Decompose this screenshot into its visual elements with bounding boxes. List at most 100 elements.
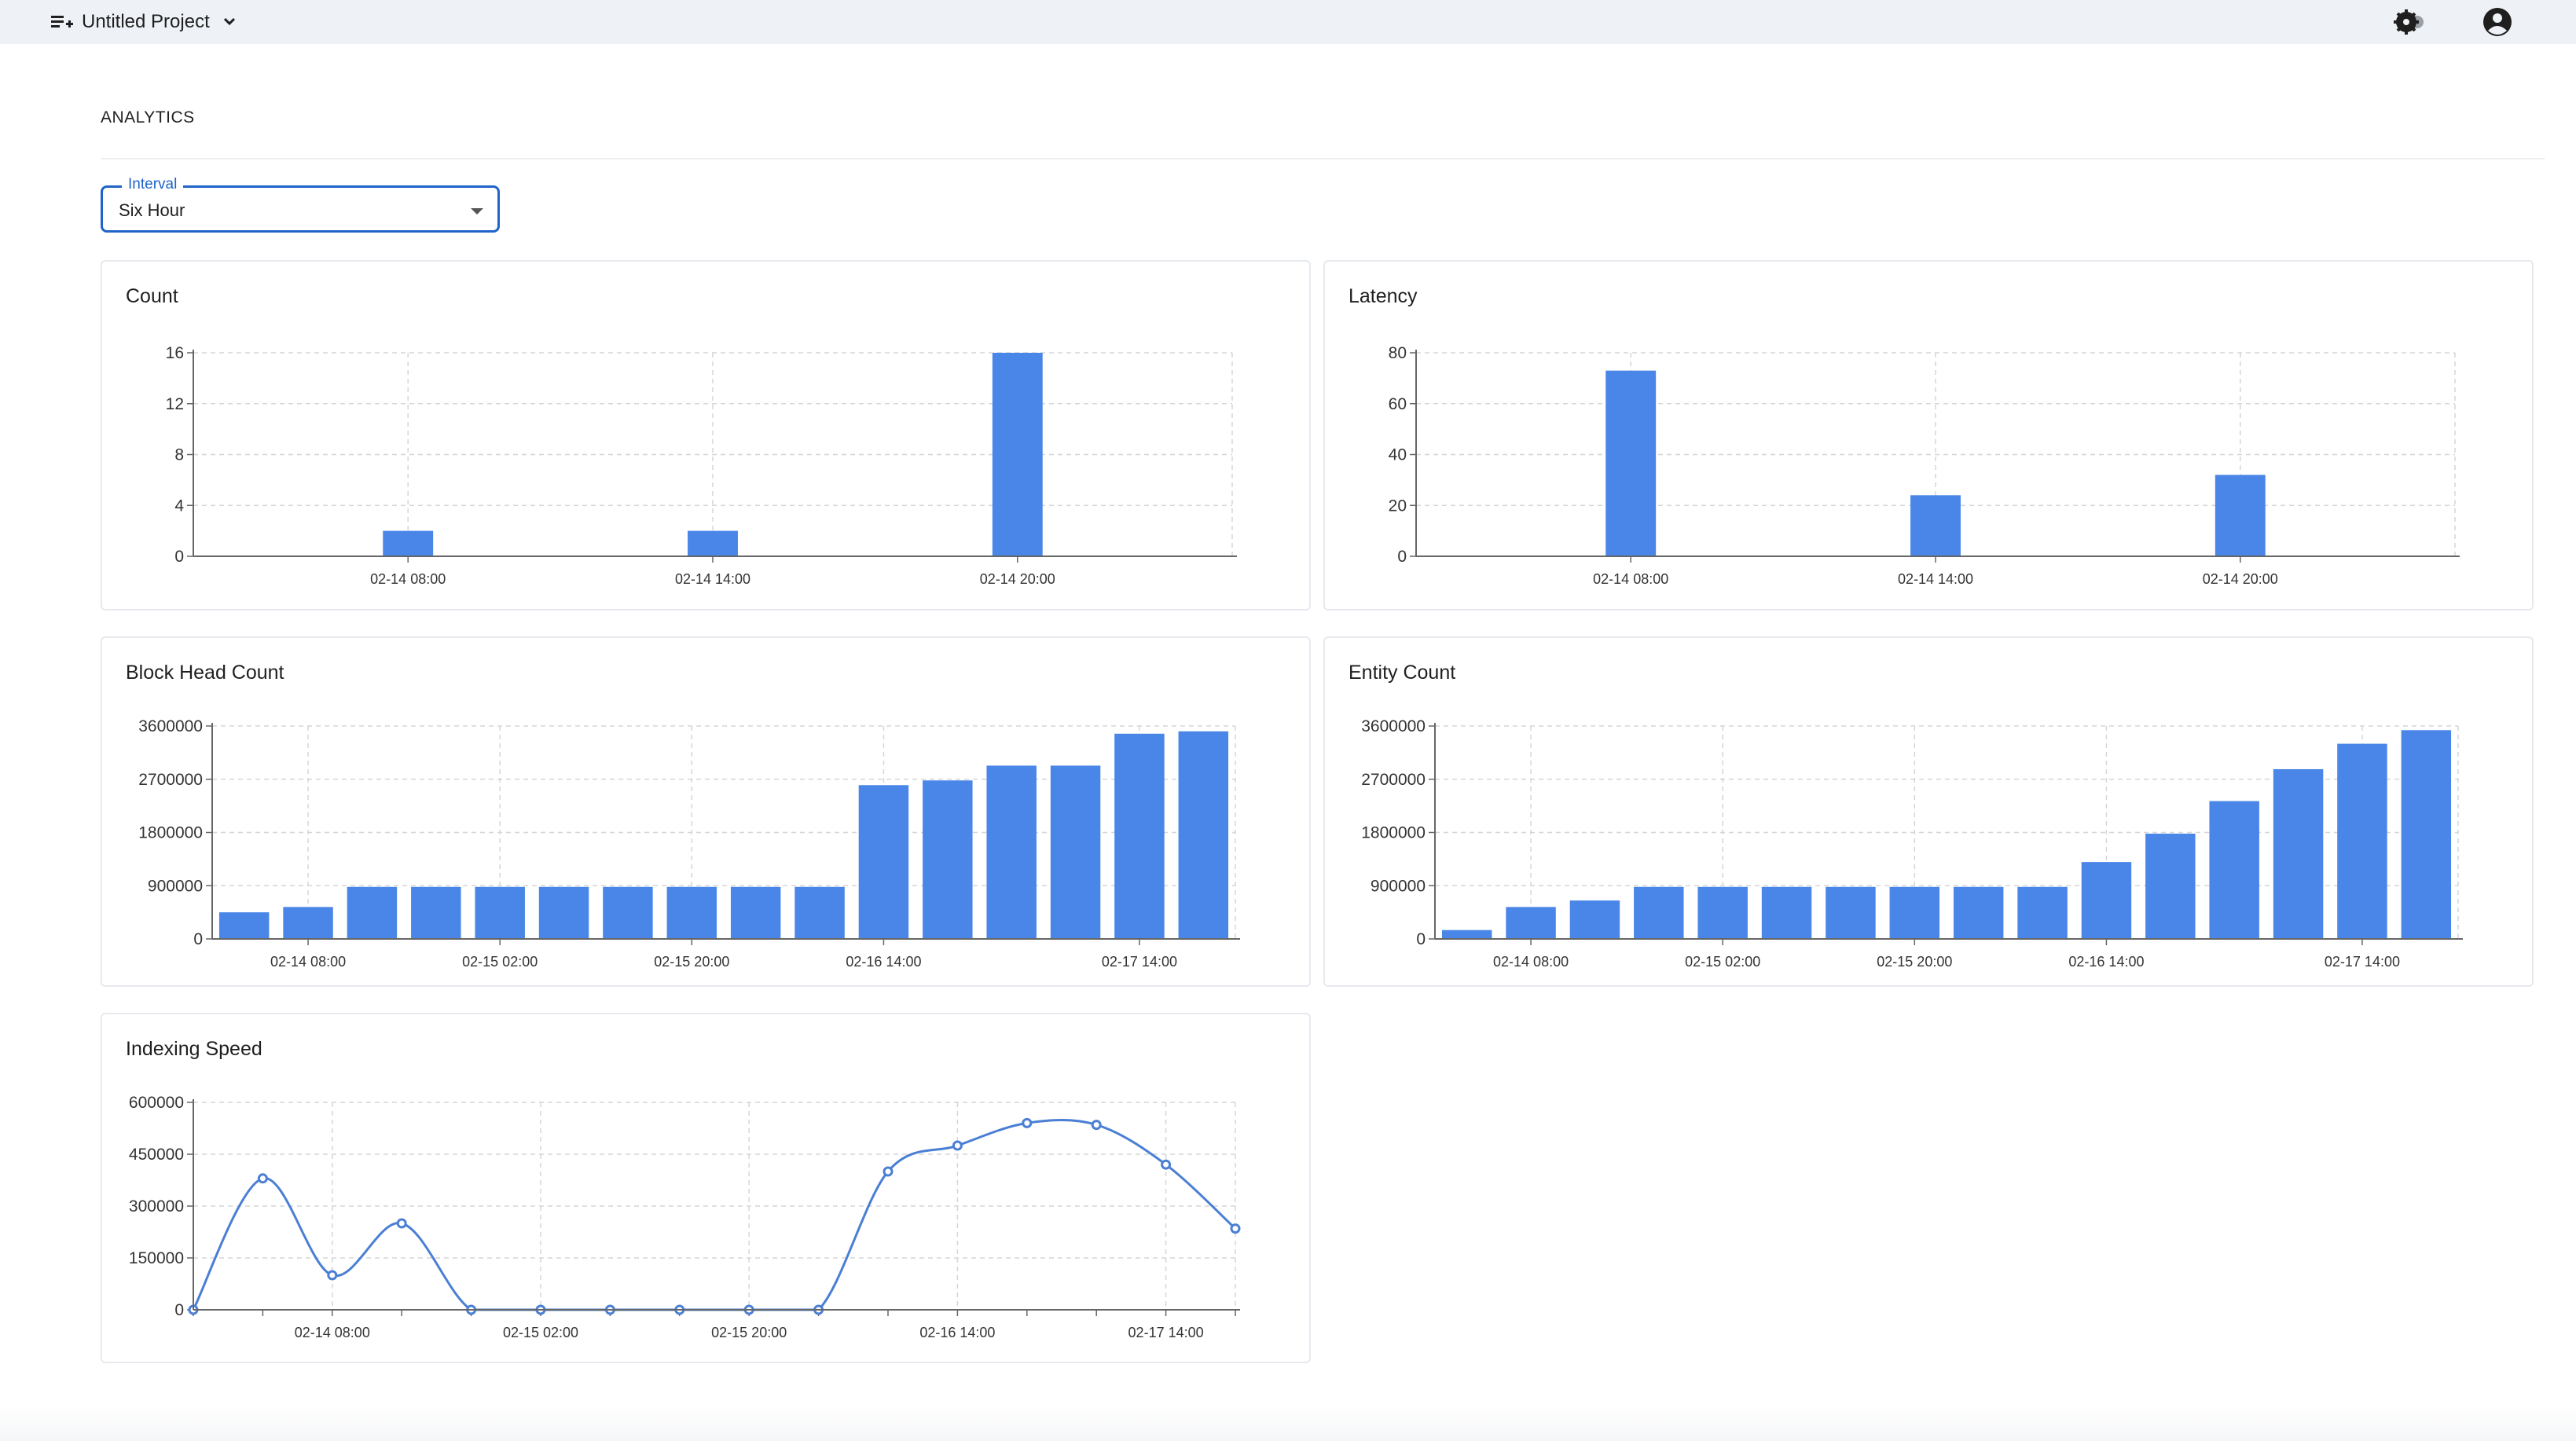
- y-tick-label: 0: [1416, 930, 1426, 948]
- project-selector[interactable]: Untitled Project: [50, 6, 241, 38]
- y-tick-label: 0: [1397, 548, 1407, 566]
- bar: [347, 886, 398, 939]
- bar: [1178, 731, 1229, 939]
- x-tick-label: 02-17 14:00: [1128, 1325, 1204, 1340]
- bar: [1114, 733, 1165, 939]
- y-tick-label: 80: [1389, 344, 1407, 362]
- x-tick-label: 02-15 02:00: [503, 1325, 578, 1340]
- entity-count-chart-card: Entity Count 0 900000 1800000 2700000 360000…: [1323, 636, 2534, 987]
- interval-value: Six Hour: [119, 200, 185, 220]
- x-tick-label: 02-16 14:00: [919, 1325, 995, 1340]
- data-point: [327, 1270, 338, 1281]
- bar: [1697, 886, 1748, 939]
- bar: [1506, 907, 1556, 939]
- block-head-count-chart-card: Block Head Count 0 900000 1800000 2700000 36…: [101, 636, 1311, 987]
- bar: [666, 886, 717, 939]
- bar: [1634, 886, 1684, 939]
- chevron-down-icon[interactable]: [218, 13, 241, 31]
- y-tick-label: 600000: [129, 1094, 184, 1112]
- y-tick-label: 1800000: [138, 824, 203, 842]
- y-tick-label: 300000: [129, 1197, 184, 1216]
- data-point: [1022, 1117, 1033, 1128]
- bar: [383, 530, 434, 556]
- y-tick-label: 450000: [129, 1146, 184, 1164]
- section-divider: [101, 158, 2545, 160]
- y-tick-label: 0: [174, 548, 184, 566]
- y-tick-label: 2700000: [1361, 771, 1426, 789]
- y-tick-label: 1800000: [1361, 824, 1426, 842]
- interval-select[interactable]: Interval Six Hour: [101, 176, 500, 233]
- data-point: [883, 1166, 894, 1177]
- x-tick-label: 02-16 14:00: [2068, 954, 2144, 970]
- bar: [2209, 801, 2259, 939]
- gear-toggle-icon[interactable]: [2389, 5, 2433, 39]
- bar: [1441, 930, 1492, 939]
- y-tick-label: 2700000: [138, 771, 203, 789]
- section-title: ANALYTICS: [101, 108, 195, 126]
- bar: [475, 886, 525, 939]
- bar: [2337, 743, 2387, 939]
- indexing-speed-chart: 0 150000 300000 450000 600000 02-14 08:00 02-1…: [129, 1094, 1241, 1340]
- chart-title: Indexing Speed: [126, 1038, 262, 1060]
- bar: [688, 530, 738, 556]
- x-tick-label: 02-17 14:00: [2325, 954, 2400, 970]
- x-tick-label: 02-14 08:00: [1593, 571, 1668, 587]
- bar: [2081, 862, 2132, 939]
- bar: [1910, 495, 1961, 556]
- indexing-speed-chart-card: Indexing Speed 0 150000 300000 450000 600000…: [101, 1013, 1311, 1363]
- y-tick-label: 12: [166, 395, 184, 413]
- y-tick-label: 20: [1389, 497, 1407, 515]
- playlist-add-icon: [51, 16, 73, 28]
- bar: [538, 886, 589, 939]
- bar: [2017, 886, 2068, 939]
- chart-title: Entity Count: [1349, 662, 1456, 684]
- bar: [603, 886, 653, 939]
- bar: [2273, 768, 2324, 939]
- account-circle-icon[interactable]: [2480, 5, 2515, 39]
- bar: [1953, 886, 2004, 939]
- bar: [2401, 730, 2452, 939]
- count-chart-card: Count 0 4 8 12 16 02-14 08:00 02-14 14:00 02-14…: [101, 260, 1311, 610]
- bar: [1050, 765, 1101, 939]
- y-tick-label: 3600000: [138, 717, 203, 735]
- bar: [1605, 370, 1657, 556]
- y-tick-label: 40: [1389, 446, 1407, 464]
- x-tick-label: 02-14 20:00: [980, 571, 1055, 587]
- x-tick-label: 02-17 14:00: [1102, 954, 1177, 970]
- bar: [411, 886, 461, 939]
- y-tick-label: 4: [174, 497, 184, 515]
- y-tick-label: 3600000: [1361, 717, 1426, 735]
- chart-title: Block Head Count: [126, 662, 284, 684]
- data-point: [1161, 1159, 1172, 1170]
- bar: [1826, 886, 1876, 939]
- count-chart: 0 4 8 12 16 02-14 08:00 02-14 14:00 02-14 20:00: [166, 344, 1237, 587]
- page-footer-shade: [0, 1406, 2576, 1441]
- x-tick-label: 02-14 08:00: [1493, 954, 1569, 970]
- x-tick-label: 02-14 08:00: [270, 954, 346, 970]
- x-tick-label: 02-14 08:00: [370, 571, 446, 587]
- x-tick-label: 02-15 20:00: [654, 954, 729, 970]
- data-point: [1230, 1223, 1241, 1234]
- top-app-bar: Untitled Project: [0, 0, 2576, 44]
- block-head-count-chart: 0 900000 1800000 2700000 3600000 02-14 08:00 0…: [138, 717, 1240, 970]
- x-tick-label: 02-15 02:00: [1685, 954, 1760, 970]
- bar: [986, 765, 1037, 939]
- caret-down-icon: [471, 208, 483, 214]
- y-tick-label: 16: [166, 344, 184, 362]
- entity-count-chart: 0 900000 1800000 2700000 3600000 02-14 08:00 0…: [1361, 717, 2463, 970]
- bar: [730, 886, 781, 939]
- y-tick-label: 8: [174, 446, 184, 464]
- x-tick-label: 02-15 02:00: [462, 954, 538, 970]
- bar: [218, 912, 270, 939]
- bar: [1889, 886, 1940, 939]
- y-tick-label: 0: [174, 1301, 184, 1319]
- bar: [858, 785, 909, 939]
- x-tick-label: 02-14 20:00: [2203, 571, 2278, 587]
- y-tick-label: 150000: [129, 1249, 184, 1267]
- series-line: [192, 1119, 1237, 1311]
- x-tick-label: 02-15 20:00: [1877, 954, 1952, 970]
- y-tick-label: 0: [193, 930, 203, 948]
- latency-chart-card: Latency 0 20 40 60 80 02-14 08:00 02-14 14:00 0…: [1323, 260, 2534, 610]
- chart-title: Count: [126, 285, 178, 307]
- bar: [2215, 475, 2266, 556]
